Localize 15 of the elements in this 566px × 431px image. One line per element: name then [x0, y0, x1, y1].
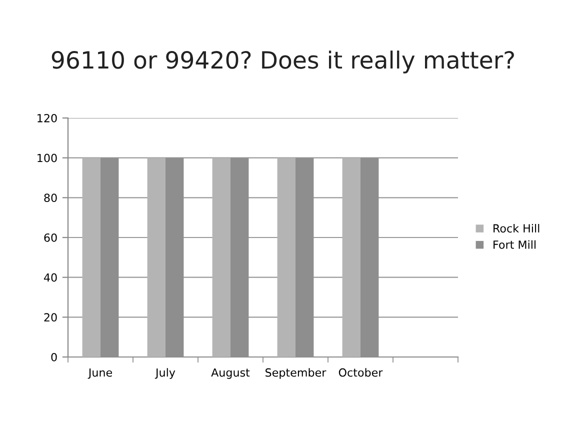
x-tick-label: September: [266, 368, 326, 379]
y-tick-label: 20: [44, 313, 57, 322]
chart-title: 96110 or 99420? Does it really matter?: [52, 50, 514, 74]
y-tick-label: 60: [44, 233, 57, 242]
x-tick-label: October: [338, 368, 383, 377]
y-tick-label: 80: [44, 194, 57, 202]
y-tick-label: 120: [38, 114, 57, 122]
y-tick-label: 100: [38, 154, 57, 162]
legend-label: Fort Mill: [494, 240, 536, 249]
x-tick-label: June: [88, 368, 112, 379]
y-tick-label: 0: [51, 352, 57, 362]
x-tick-label: August: [211, 368, 250, 379]
y-tick-label: 40: [44, 273, 57, 282]
x-tick-label: July: [154, 368, 176, 379]
legend-label: Rock Hill: [494, 224, 540, 233]
